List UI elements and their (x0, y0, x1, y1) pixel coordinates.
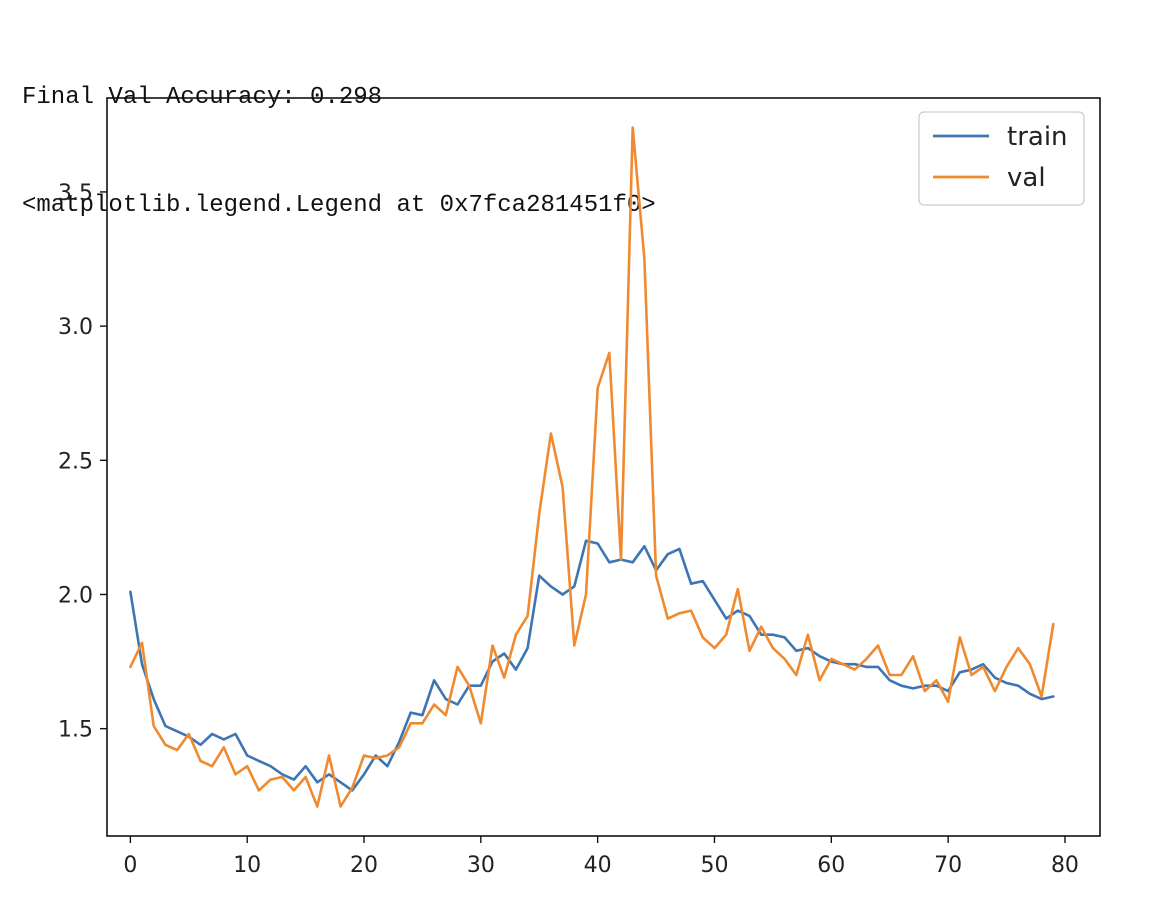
series-layer (129, 126, 1055, 808)
x-tick-label: 60 (817, 853, 845, 878)
legend-label-train: train (1007, 122, 1068, 152)
y-tick-label: 2.0 (58, 583, 93, 608)
legend-repr-text: <matplotlib.legend.Legend at 0x7fca28145… (22, 192, 656, 219)
console-output: Final Val Accuracy: 0.298 <matplotlib.le… (22, 8, 656, 260)
series-line-val (129, 126, 1055, 808)
x-tick-label: 0 (123, 853, 137, 878)
x-tick-label: 80 (1051, 853, 1079, 878)
legend: train val (918, 111, 1085, 206)
legend-label-val: val (1007, 163, 1046, 193)
x-tick-label: 30 (467, 853, 495, 878)
y-tick-label: 3.5 (58, 181, 93, 206)
axes-layer: 0 10 20 30 40 50 60 70 80 1.5 2.0 2.5 3.0 3.5 (58, 181, 1079, 878)
y-tick-label: 1.5 (58, 718, 93, 743)
x-tick-label: 50 (700, 853, 728, 878)
y-tick-label: 2.5 (58, 449, 93, 474)
x-tick-label: 70 (934, 853, 962, 878)
x-tick-label: 40 (584, 853, 612, 878)
plot-frame (106, 97, 1101, 837)
series-line-train (129, 539, 1055, 792)
y-tick-label: 3.0 (58, 315, 93, 340)
x-tick-label: 20 (350, 853, 378, 878)
x-tick-label: 10 (233, 853, 261, 878)
